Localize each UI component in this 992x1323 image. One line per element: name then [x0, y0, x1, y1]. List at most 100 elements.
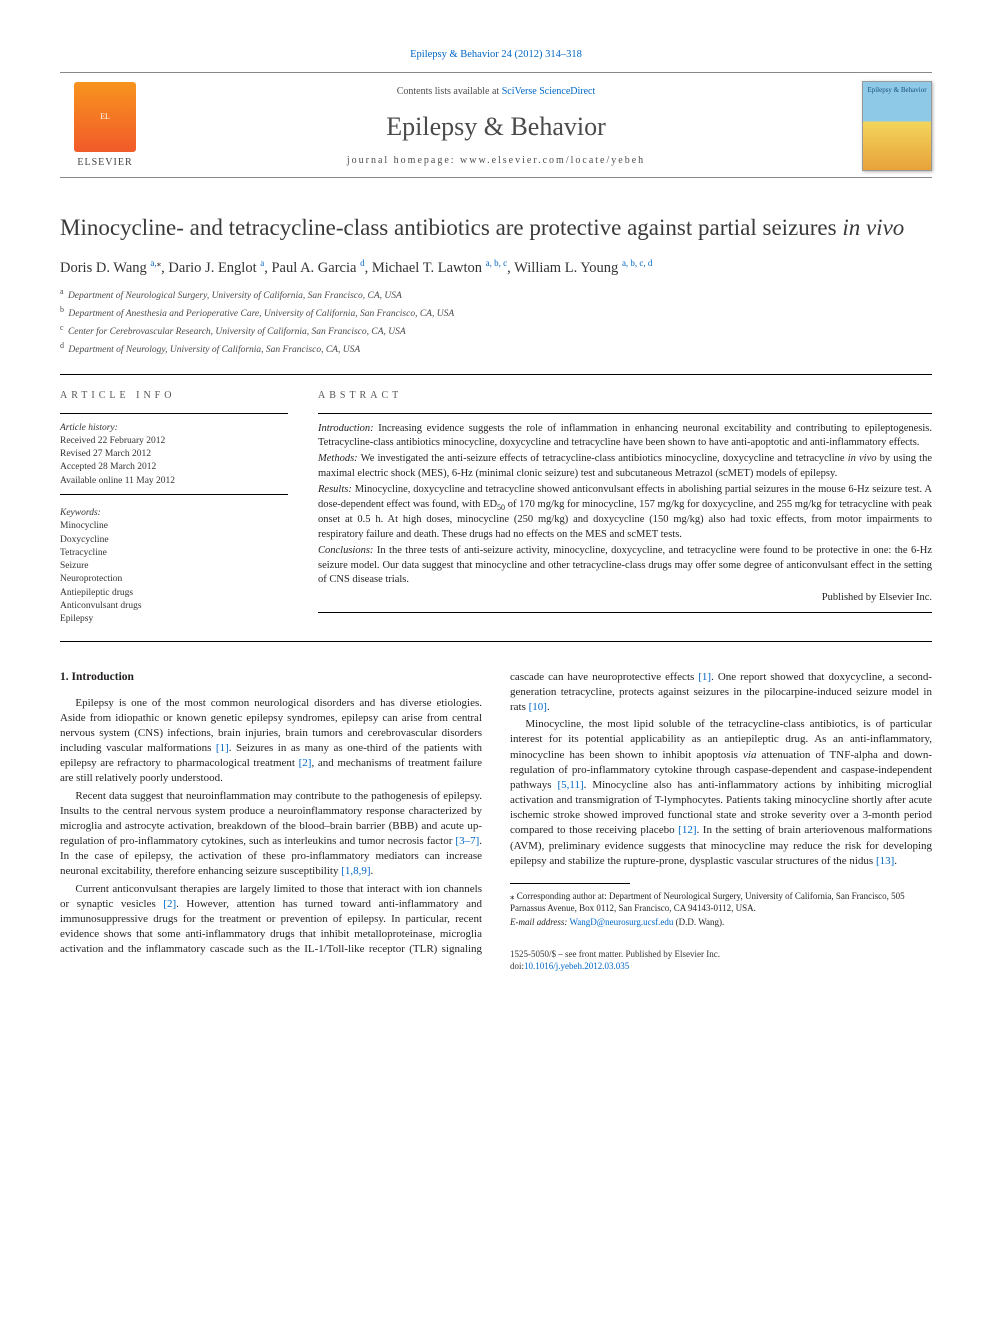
email-link[interactable]: WangD@neurosurg.ucsf.edu: [570, 917, 674, 927]
citation-ref[interactable]: [5,11]: [557, 779, 583, 791]
body-ital: via: [743, 749, 756, 761]
aff-key: d: [60, 341, 64, 350]
citation-ref[interactable]: [2]: [163, 898, 176, 910]
abstract-column: abstract Introduction: Increasing eviden…: [318, 389, 932, 627]
keyword: Seizure: [60, 561, 89, 571]
info-abstract-row: article info Article history: Received 2…: [60, 374, 932, 627]
affiliation: b Department of Anesthesia and Periopera…: [60, 304, 932, 322]
abs-ital: in vivo: [848, 453, 877, 464]
author: Paul A. Garcia: [271, 260, 356, 276]
copyright-line: 1525-5050/$ – see front matter. Publishe…: [510, 948, 932, 960]
abs-text: Increasing evidence suggests the role of…: [318, 423, 932, 448]
article-title: Minocycline- and tetracycline-class anti…: [60, 214, 932, 243]
body-paragraph: Epilepsy is one of the most common neuro…: [60, 696, 482, 787]
doi-label: doi:: [510, 961, 524, 971]
publisher-name: ELSEVIER: [77, 156, 132, 170]
history-label: Article history:: [60, 423, 118, 433]
aff-text: Center for Cerebrovascular Research, Uni…: [68, 327, 406, 337]
corr-mark: ⁎: [157, 258, 162, 268]
title-text: Minocycline- and tetracycline-class anti…: [60, 215, 842, 240]
history-item: Accepted 28 March 2012: [60, 462, 156, 472]
citation-ref[interactable]: [1,8,9]: [341, 865, 370, 877]
journal-cover-icon: Epilepsy & Behavior: [862, 81, 932, 171]
homepage-line: journal homepage: www.elsevier.com/locat…: [150, 154, 842, 168]
affiliation: d Department of Neurology, University of…: [60, 340, 932, 358]
citation-link[interactable]: Epilepsy & Behavior 24 (2012) 314–318: [410, 49, 582, 60]
history-item: Revised 27 March 2012: [60, 449, 151, 459]
body-paragraph: Minocycline, the most lipid soluble of t…: [510, 717, 932, 869]
homepage-label: journal homepage:: [347, 155, 460, 166]
keyword: Epilepsy: [60, 614, 93, 624]
full-width-rule: [60, 641, 932, 642]
aff-text: Department of Anesthesia and Perioperati…: [68, 309, 454, 319]
abs-label: Results:: [318, 484, 352, 495]
aff-key: c: [60, 323, 64, 332]
doi-line: doi:10.1016/j.yebeh.2012.03.035: [510, 960, 932, 972]
footnote-block: ⁎ Corresponding author at: Department of…: [510, 883, 932, 973]
keyword: Tetracycline: [60, 548, 107, 558]
author: Michael T. Lawton: [372, 260, 482, 276]
keyword: Neuroprotection: [60, 574, 122, 584]
author-aff: d: [360, 258, 365, 268]
history-item: Received 22 February 2012: [60, 436, 165, 446]
body-paragraph: Recent data suggest that neuroinflammati…: [60, 789, 482, 880]
cover-thumb-wrap: Epilepsy & Behavior: [842, 81, 932, 171]
section-heading: 1. Introduction: [60, 670, 482, 686]
affiliation: c Center for Cerebrovascular Research, U…: [60, 322, 932, 340]
contents-line: Contents lists available at SciVerse Sci…: [150, 85, 842, 99]
citation-ref[interactable]: [1]: [216, 742, 229, 754]
body-text: .: [894, 855, 897, 867]
rule: [318, 413, 932, 414]
abstract-body: Introduction: Increasing evidence sugges…: [318, 422, 932, 606]
footnote-rule: [510, 883, 630, 884]
bottom-meta: 1525-5050/$ – see front matter. Publishe…: [510, 948, 932, 972]
rule: [318, 612, 932, 613]
author: William L. Young: [514, 260, 618, 276]
email-who: (D.D. Wang).: [673, 917, 724, 927]
article-info-column: article info Article history: Received 2…: [60, 389, 288, 627]
email-line: E-mail address: WangD@neurosurg.ucsf.edu…: [510, 916, 932, 928]
abs-text: In the three tests of anti-seizure activ…: [318, 545, 932, 585]
affiliation: a Department of Neurological Surgery, Un…: [60, 286, 932, 304]
keywords-block: Keywords: Minocycline Doxycycline Tetrac…: [60, 507, 288, 627]
citation-ref[interactable]: [13]: [876, 855, 894, 867]
journal-name: Epilepsy & Behavior: [150, 109, 842, 144]
running-citation: Epilepsy & Behavior 24 (2012) 314–318: [60, 48, 932, 62]
keyword: Doxycycline: [60, 535, 109, 545]
citation-ref[interactable]: [12]: [678, 824, 696, 836]
email-label: E-mail address:: [510, 917, 567, 927]
keyword: Minocycline: [60, 521, 108, 531]
body-text: .: [547, 701, 550, 713]
doi-link[interactable]: 10.1016/j.yebeh.2012.03.035: [524, 961, 629, 971]
author: Doris D. Wang: [60, 260, 147, 276]
aff-key: b: [60, 305, 64, 314]
citation-ref[interactable]: [10]: [529, 701, 547, 713]
abs-label: Introduction:: [318, 423, 374, 434]
body-text: Recent data suggest that neuroinflammati…: [60, 790, 482, 848]
abs-text: We investigated the anti-seizure effects…: [358, 453, 848, 464]
rule: [60, 494, 288, 495]
article-info-heading: article info: [60, 389, 288, 403]
rule: [60, 413, 288, 414]
citation-ref[interactable]: [3–7]: [455, 835, 479, 847]
homepage-url: www.elsevier.com/locate/yebeh: [460, 155, 645, 166]
author-aff: a, b, c: [486, 258, 508, 268]
subscript: 50: [497, 503, 505, 512]
corresponding-author: ⁎ Corresponding author at: Department of…: [510, 890, 932, 914]
keyword: Anticonvulsant drugs: [60, 601, 142, 611]
sciencedirect-link[interactable]: SciVerse ScienceDirect: [502, 86, 596, 97]
aff-text: Department of Neurology, University of C…: [68, 345, 360, 355]
aff-key: a: [60, 287, 64, 296]
author-aff: a: [260, 258, 264, 268]
masthead-center: Contents lists available at SciVerse Sci…: [150, 85, 842, 167]
publisher-logo: EL ELSEVIER: [60, 82, 150, 170]
abs-label: Conclusions:: [318, 545, 373, 556]
title-italic: in vivo: [842, 215, 904, 240]
citation-ref[interactable]: [1]: [698, 671, 711, 683]
keyword: Antiepileptic drugs: [60, 588, 133, 598]
article-history: Article history: Received 22 February 20…: [60, 422, 288, 488]
citation-ref[interactable]: [2]: [299, 757, 312, 769]
body-text: .: [371, 865, 374, 877]
aff-text: Department of Neurological Surgery, Univ…: [68, 291, 402, 301]
abs-label: Methods:: [318, 453, 358, 464]
